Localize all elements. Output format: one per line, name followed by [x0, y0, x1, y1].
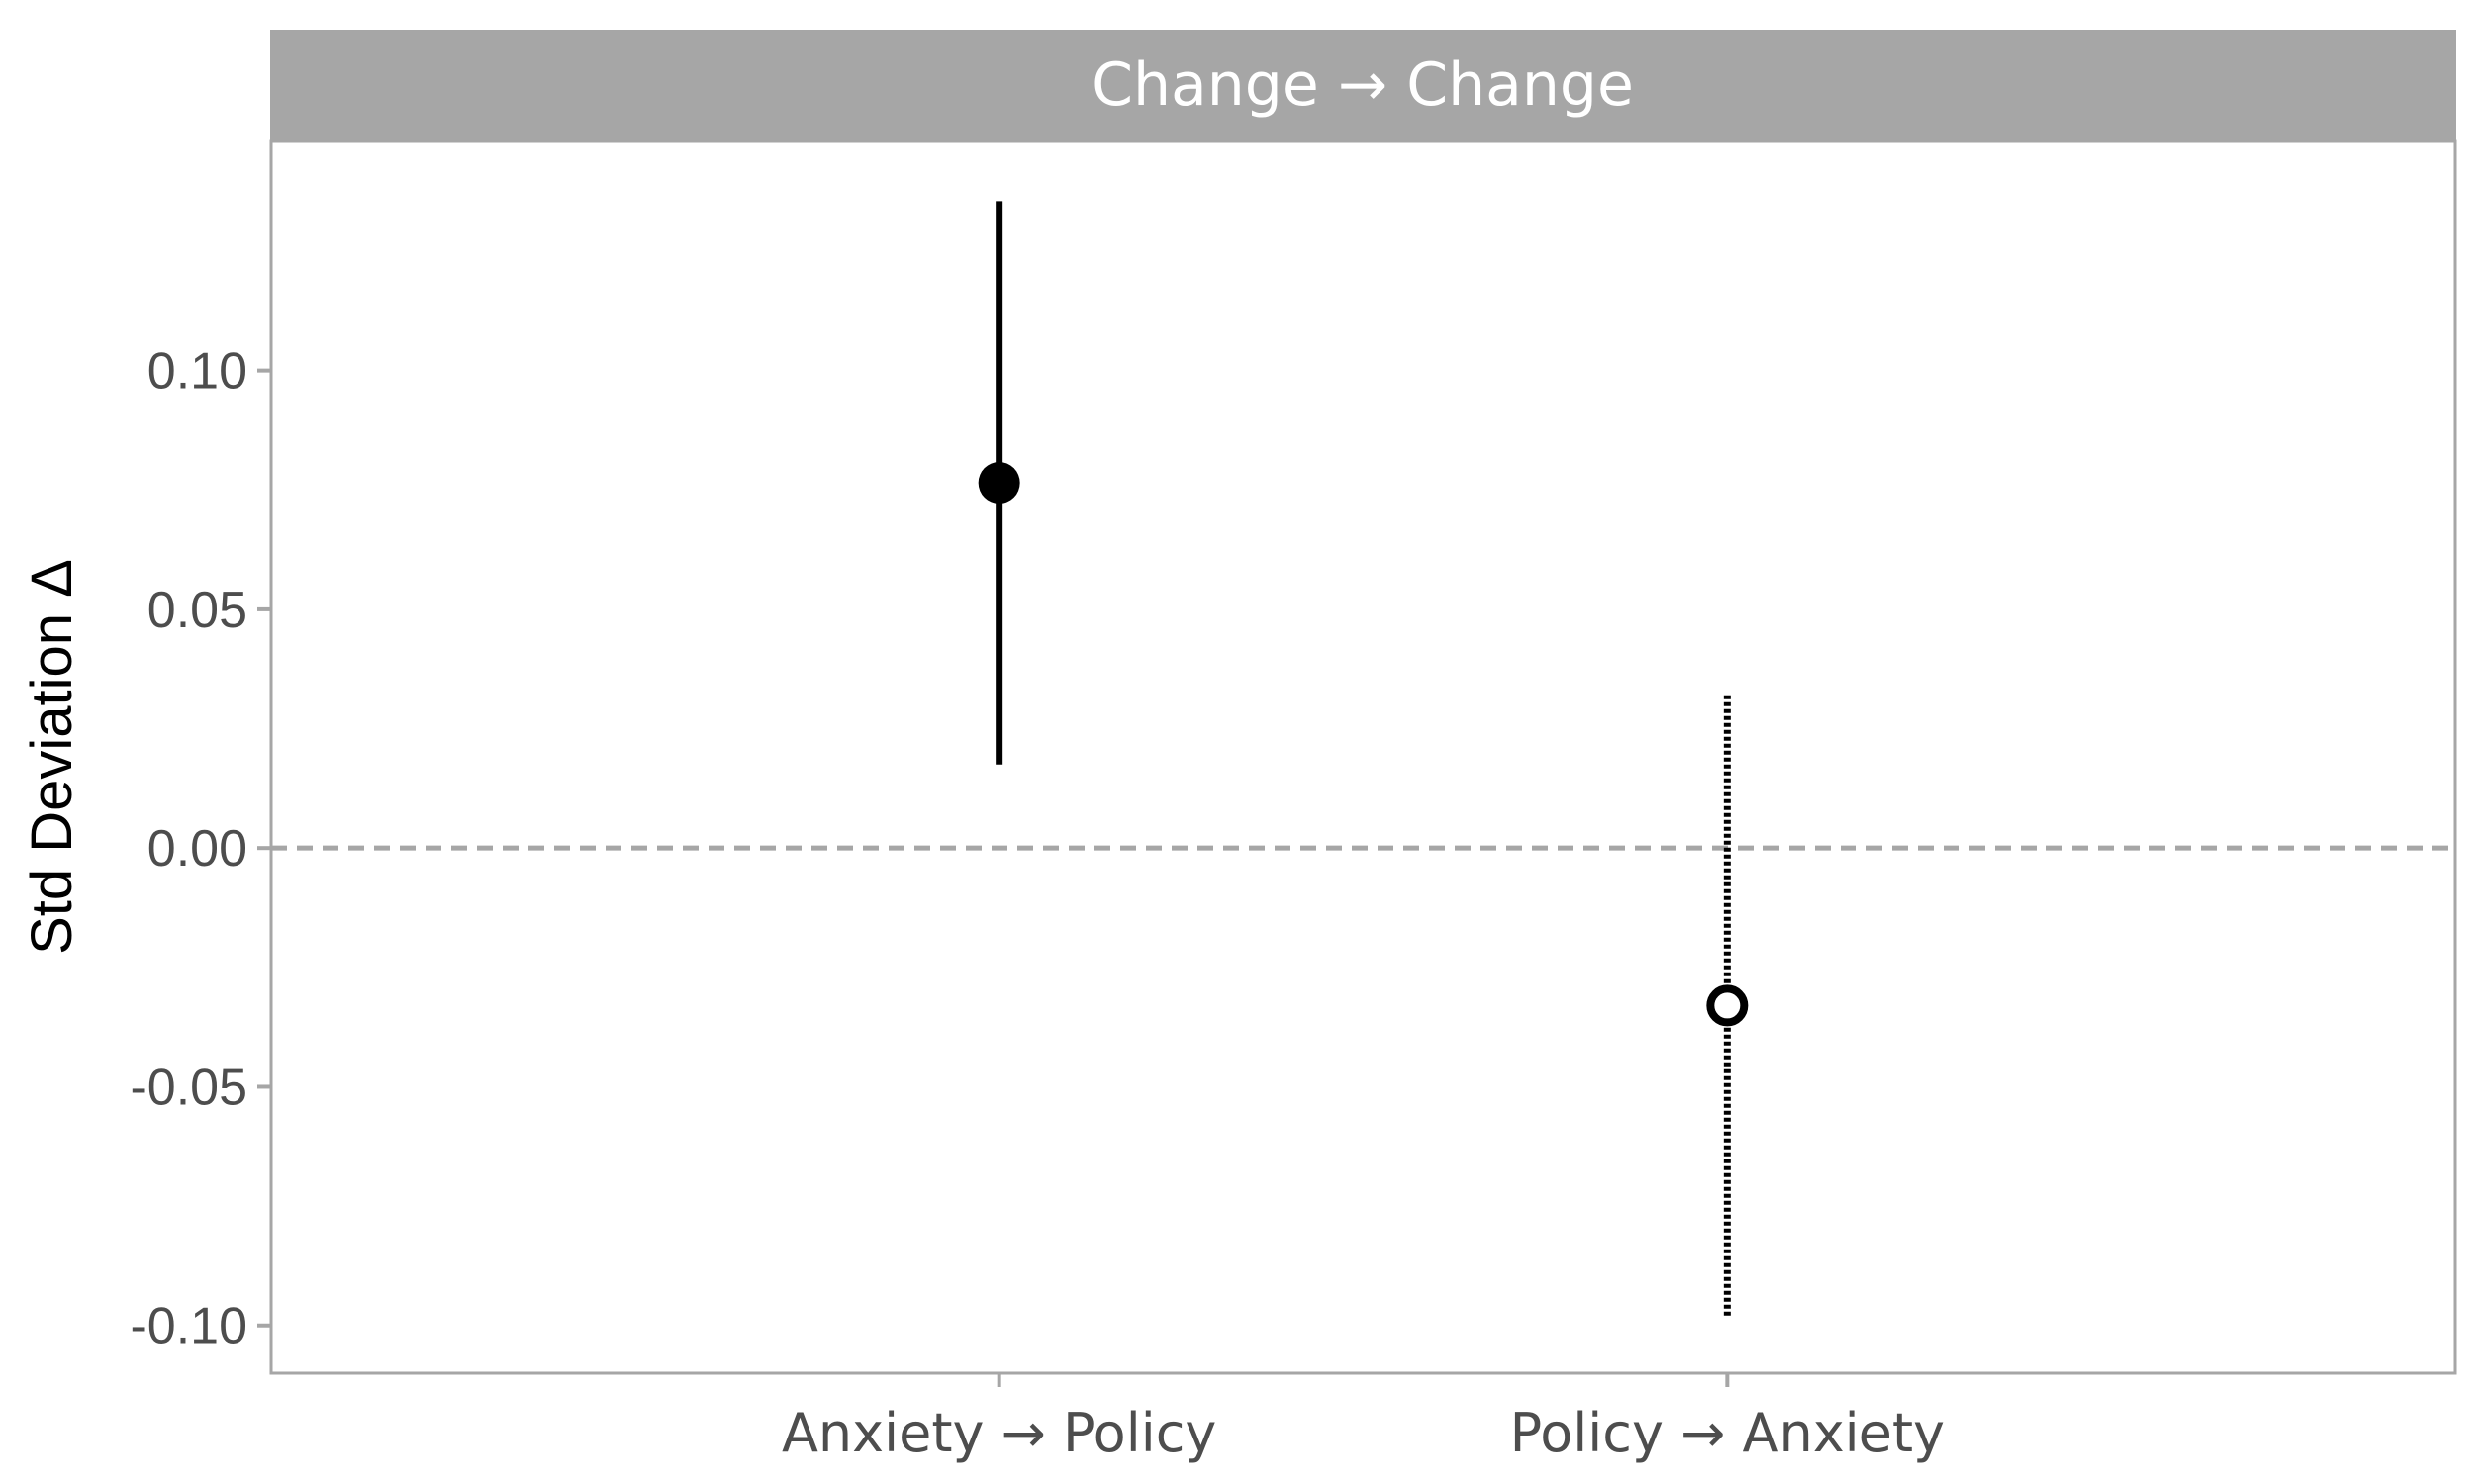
y-tick-label: 0.10 [147, 343, 247, 401]
data-marks [271, 201, 2455, 1319]
y-tick-label: 0.00 [147, 820, 247, 878]
y-axis-title: Std Deviation Δ [20, 559, 84, 955]
point-estimate [1706, 984, 1749, 1027]
x-tick-label: Policy → Anxiety [1510, 1402, 1945, 1464]
y-tick-label: -0.05 [130, 1059, 247, 1116]
y-tick-label: 0.05 [147, 582, 247, 639]
facet-strip [270, 30, 2456, 141]
y-tick-label: -0.10 [130, 1298, 247, 1355]
y-axis: 0.10 0.05 0.00 -0.05 -0.10 [130, 343, 271, 1355]
plot-panel [269, 139, 2457, 1375]
facet-title: Change → Change [1092, 50, 1634, 120]
x-tick-label: Anxiety → Policy [782, 1402, 1216, 1464]
x-axis: Anxiety → Policy Policy → Anxiety [782, 1373, 1945, 1464]
point-estimate [978, 462, 1020, 505]
